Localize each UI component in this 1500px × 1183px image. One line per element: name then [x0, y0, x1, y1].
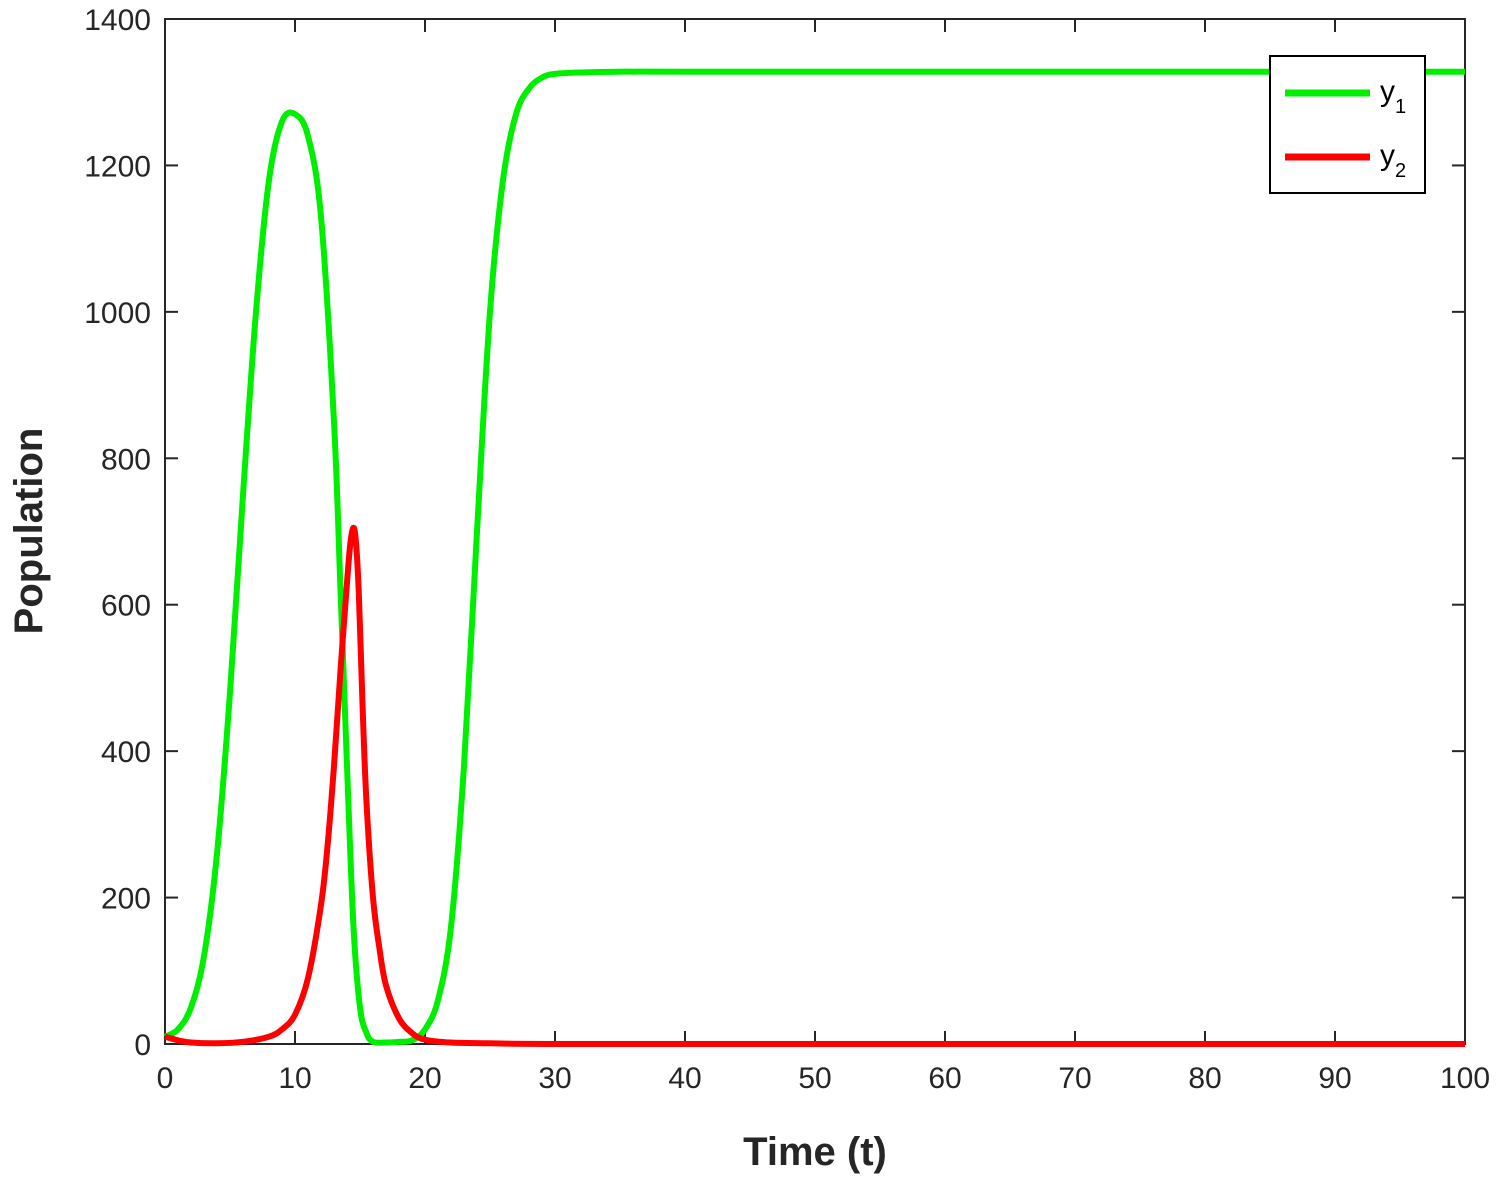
x-tick-label: 0 — [157, 1062, 174, 1095]
x-tick-label: 40 — [668, 1062, 701, 1095]
legend-box — [1269, 55, 1426, 194]
x-tick-label: 60 — [928, 1062, 961, 1095]
y-tick-label: 1000 — [84, 297, 151, 330]
x-tick-label: 30 — [538, 1062, 571, 1095]
legend-label-y2-sub: 2 — [1395, 160, 1406, 182]
y-tick-label: 600 — [101, 590, 151, 623]
x-tick-label: 10 — [278, 1062, 311, 1095]
legend-label-y1: y1 — [1380, 75, 1406, 118]
series-layer — [163, 68, 1465, 1048]
y-tick-label: 800 — [101, 443, 151, 476]
x-tick-label: 20 — [408, 1062, 441, 1095]
y-tick-label: 1400 — [84, 4, 151, 37]
legend-label-y2: y2 — [1380, 139, 1406, 182]
axis-ticks: 0 10 20 30 40 50 60 70 80 90 100020040060080010001… — [84, 4, 1490, 1095]
legend: y1 y2 — [1269, 55, 1426, 194]
series-line-y1 — [163, 68, 1465, 1046]
x-tick-label: 80 — [1188, 1062, 1221, 1095]
legend-label-y1-base: y — [1380, 75, 1395, 108]
y-axis-title: Population — [7, 428, 51, 635]
y-tick-label: 200 — [101, 883, 151, 916]
x-tick-label: 100 — [1440, 1062, 1490, 1095]
x-tick-label: 50 — [798, 1062, 831, 1095]
y-tick-label: 400 — [101, 736, 151, 769]
y-tick-label: 0 — [134, 1029, 151, 1062]
legend-label-y1-sub: 1 — [1395, 96, 1406, 118]
y-tick-label: 1200 — [84, 150, 151, 183]
series-line-y2 — [164, 524, 1465, 1048]
plot-area — [164, 18, 1466, 1045]
x-tick-label: 90 — [1318, 1062, 1351, 1095]
legend-label-y2-base: y — [1380, 139, 1395, 172]
x-axis-title: Time (t) — [743, 1130, 887, 1174]
x-tick-label: 70 — [1058, 1062, 1091, 1095]
